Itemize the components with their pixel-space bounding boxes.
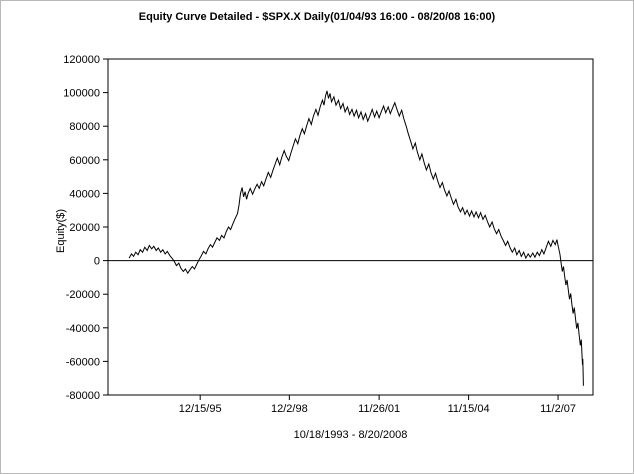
- y-tick-label: 40000: [69, 188, 100, 200]
- y-tick-label: 100000: [63, 88, 100, 100]
- plot-border: [107, 58, 594, 396]
- y-tick-label: -80000: [66, 390, 100, 402]
- y-tick-label: -40000: [66, 323, 100, 335]
- y-tick-label: 20000: [69, 222, 100, 234]
- x-tick-label: 12/15/95: [179, 403, 222, 415]
- chart-title: Equity Curve Detailed - $SPX.X Daily(01/…: [138, 11, 496, 23]
- x-tick-label: 12/2/98: [271, 403, 308, 415]
- y-tick-label: 80000: [69, 121, 100, 133]
- y-tick-label: 0: [94, 256, 100, 268]
- y-tick-label: 120000: [63, 54, 100, 66]
- x-axis-range-label: 10/18/1993 - 8/20/2008: [293, 429, 408, 441]
- y-tick-label: 60000: [69, 155, 100, 167]
- y-tick-label: -60000: [66, 356, 100, 368]
- y-tick-label: -20000: [66, 289, 100, 301]
- equity-curve-line: [128, 90, 584, 386]
- x-tick-label: 11/2/07: [540, 403, 576, 415]
- x-tick-label: 11/26/01: [358, 403, 400, 415]
- x-tick-label: 11/15/04: [448, 403, 490, 415]
- y-axis-title: Equity($): [55, 208, 67, 253]
